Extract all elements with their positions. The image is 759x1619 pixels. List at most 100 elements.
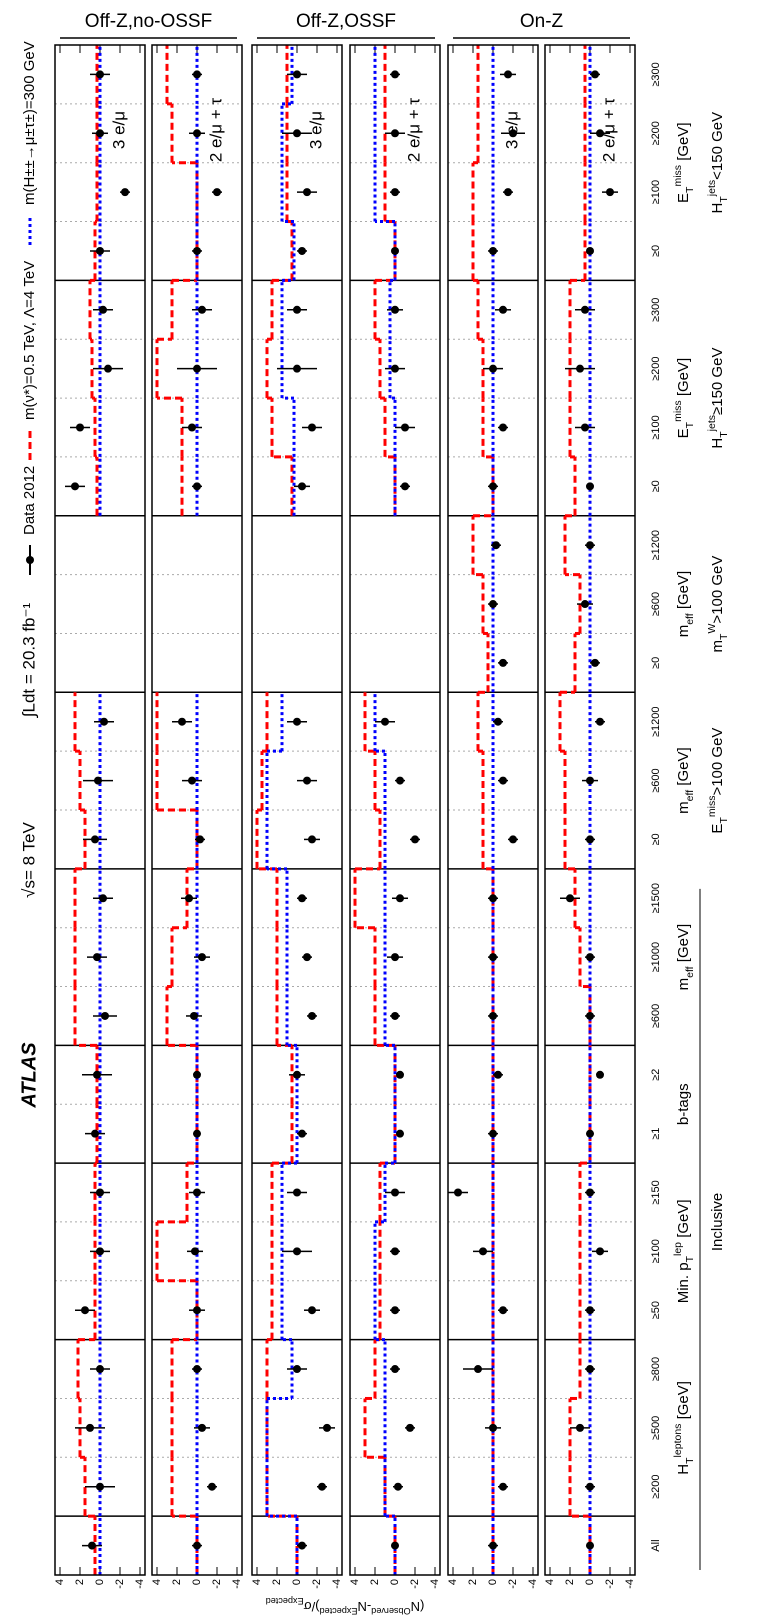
data-point xyxy=(208,1482,216,1491)
y-tick-label: 4 xyxy=(54,1579,66,1585)
annotation: ∫Ldt = 20.3 fb⁻¹ xyxy=(19,603,38,719)
section-label-part: ≥150 GeV xyxy=(709,348,726,415)
data-point xyxy=(96,1247,104,1256)
data-point xyxy=(586,776,594,785)
data-point xyxy=(499,658,507,667)
data-point xyxy=(586,1011,594,1020)
x-tick-label: ≥1500 xyxy=(650,883,662,914)
section-label-part: >100 GeV xyxy=(709,556,726,624)
data-point xyxy=(293,1247,301,1256)
y-tick-label: -4 xyxy=(231,1579,243,1589)
group-label: HTleptons [GeV] xyxy=(672,1381,696,1475)
data-point xyxy=(499,1482,507,1491)
x-tick-label: ≥500 xyxy=(650,1416,662,1440)
section-label-part: jets xyxy=(706,415,718,432)
group-label-part: b-tags xyxy=(675,1083,692,1125)
y-axis-title-part: Observed xyxy=(371,1606,410,1616)
data-point xyxy=(396,1070,404,1079)
y-tick-label: 4 xyxy=(447,1579,459,1585)
data-point xyxy=(298,1541,306,1550)
x-tick-label: ≥0 xyxy=(650,245,662,257)
group-label-part: Min. p xyxy=(675,1262,692,1303)
y-tick-label: 0 xyxy=(94,1579,106,1585)
data-point xyxy=(381,717,389,726)
x-tick-label: ≥1 xyxy=(650,1128,662,1140)
data-point xyxy=(391,1011,399,1020)
section-label: ETmiss>100 GeV xyxy=(706,728,730,834)
y-tick-label: -4 xyxy=(624,1579,636,1589)
data-point xyxy=(391,188,399,197)
x-tick-label: ≥50 xyxy=(650,1301,662,1319)
y-tick-label: 0 xyxy=(191,1579,203,1585)
panel-frame xyxy=(54,44,146,1576)
data-point xyxy=(391,129,399,138)
data-point xyxy=(509,835,517,844)
data-point xyxy=(489,1541,497,1550)
group-label-part: [GeV] xyxy=(675,924,692,967)
data-point xyxy=(596,129,604,138)
data-point xyxy=(586,1541,594,1550)
data-point xyxy=(293,129,301,138)
y-tick-label: 4 xyxy=(544,1579,556,1585)
x-tick-label: ≥600 xyxy=(650,1004,662,1028)
annotation: ATLAS xyxy=(18,1042,40,1109)
y-tick-label: 2 xyxy=(171,1579,183,1585)
data-point xyxy=(499,1306,507,1315)
group-label-part: E xyxy=(675,428,692,438)
group-label-part: m xyxy=(675,801,692,814)
data-point xyxy=(489,1129,497,1138)
data-point xyxy=(308,835,316,844)
data-point xyxy=(606,188,614,197)
data-point xyxy=(94,776,102,785)
y-tick-label: -2 xyxy=(311,1579,323,1589)
data-point xyxy=(298,246,306,255)
data-point xyxy=(303,953,311,962)
x-tick-label: ≥2 xyxy=(650,1069,662,1081)
y-tick-label: 4 xyxy=(251,1579,263,1585)
data-point xyxy=(586,1188,594,1197)
group-label: meff [GeV] xyxy=(675,924,696,991)
panel-frame xyxy=(151,44,243,1576)
data-point xyxy=(391,1247,399,1256)
data-point xyxy=(581,423,589,432)
y-tick-label: 2 xyxy=(467,1579,479,1585)
data-point xyxy=(298,1129,306,1138)
group-label-part: H xyxy=(675,1464,692,1475)
data-point xyxy=(96,129,104,138)
x-tick-label: ≥1200 xyxy=(650,706,662,737)
x-tick-label: ≥200 xyxy=(650,121,662,145)
y-tick-label: -4 xyxy=(134,1579,146,1589)
data-point xyxy=(479,1247,487,1256)
y-tick-label: -2 xyxy=(409,1579,421,1589)
data-point xyxy=(396,776,404,785)
group-label-part: E xyxy=(675,193,692,203)
data-point xyxy=(391,1188,399,1197)
data-point xyxy=(121,188,129,197)
data-point xyxy=(185,894,193,903)
group-label-part: T xyxy=(684,186,696,193)
data-point xyxy=(93,953,101,962)
data-point xyxy=(81,1306,89,1315)
data-point xyxy=(596,717,604,726)
data-point xyxy=(293,717,301,726)
data-point xyxy=(293,364,301,373)
data-point xyxy=(86,1423,94,1432)
section-label-part: <150 GeV xyxy=(709,112,726,180)
data-point xyxy=(391,1541,399,1550)
group-label: Min. pTlep [GeV] xyxy=(672,1199,696,1303)
x-tick-label: ≥300 xyxy=(650,298,662,322)
data-point xyxy=(96,70,104,79)
y-axis-title-part: -N xyxy=(357,1599,371,1614)
data-point xyxy=(198,1423,206,1432)
group-label-part: [GeV] xyxy=(675,571,692,614)
data-point xyxy=(391,1306,399,1315)
data-point xyxy=(391,305,399,314)
group-label-part: [GeV] xyxy=(675,1199,692,1242)
legend-label: m(H±±→μ±τ±)=300 GeV xyxy=(21,41,38,205)
section-label: HTjets<150 GeV xyxy=(706,112,730,214)
group-label-part: T xyxy=(684,1457,696,1464)
x-tick-label: ≥800 xyxy=(650,1357,662,1381)
x-tick-label: ≥0 xyxy=(650,657,662,669)
y-tick-label: -2 xyxy=(211,1579,223,1589)
